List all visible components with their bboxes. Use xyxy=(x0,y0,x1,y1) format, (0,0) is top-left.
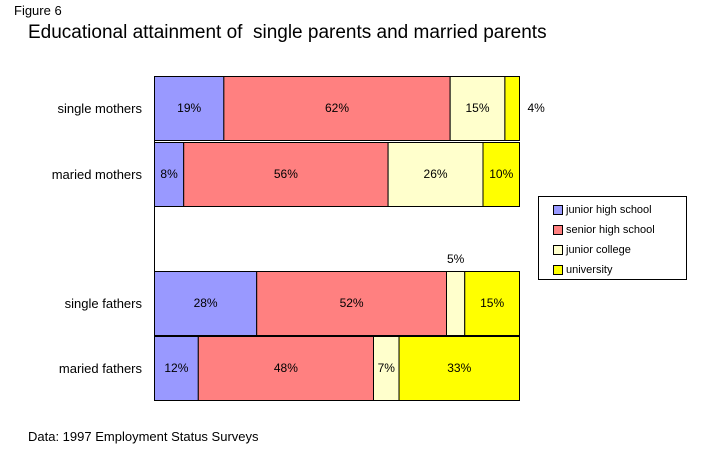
data-label: 4% xyxy=(528,101,546,115)
chart-title: Educational attainment of single parents… xyxy=(28,22,547,43)
data-label: 28% xyxy=(194,296,218,310)
bar-segment xyxy=(449,76,506,141)
data-label: 19% xyxy=(177,101,201,115)
data-label: 52% xyxy=(340,296,364,310)
bar-segment xyxy=(154,336,199,401)
figure-label: Figure 6 xyxy=(14,3,62,18)
category-label: maried mothers xyxy=(52,167,143,182)
bar-segment xyxy=(398,336,520,401)
category-label: single fathers xyxy=(65,296,143,311)
legend-swatch-university xyxy=(553,265,563,275)
legend-entry: junior high school xyxy=(539,200,686,220)
data-label: 7% xyxy=(378,361,396,375)
legend-entry: junior college xyxy=(539,240,686,260)
bar-segment xyxy=(387,142,484,207)
data-label: 48% xyxy=(274,361,298,375)
data-label: 15% xyxy=(480,296,504,310)
data-label: 15% xyxy=(466,101,490,115)
legend-swatch-junior-high-school xyxy=(553,205,563,215)
legend-swatch-senior-high-school xyxy=(553,225,563,235)
category-label: maried fathers xyxy=(59,361,143,376)
legend-swatch-junior-college xyxy=(553,245,563,255)
data-label: 12% xyxy=(164,361,188,375)
legend-entry: university xyxy=(539,260,686,280)
bar-segment xyxy=(464,271,520,336)
bar-segment xyxy=(154,271,258,336)
legend-entry: senior high school xyxy=(539,220,686,240)
data-label: 10% xyxy=(489,167,513,181)
legend: junior high school senior high school ju… xyxy=(538,196,687,280)
data-label: 5% xyxy=(447,252,465,266)
legend-label: junior college xyxy=(566,244,631,256)
data-label: 33% xyxy=(447,361,471,375)
bar-segment xyxy=(373,336,400,401)
source-note: Data: 1997 Employment Status Surveys xyxy=(28,429,259,444)
category-label: single mothers xyxy=(57,101,142,116)
bar-segment xyxy=(482,142,520,207)
legend-label: university xyxy=(566,264,613,276)
data-label: 62% xyxy=(325,101,349,115)
data-label: 8% xyxy=(160,167,178,181)
legend-label: senior high school xyxy=(566,224,655,236)
bar-segment xyxy=(446,271,466,336)
bar-segment xyxy=(154,142,185,207)
data-label: 56% xyxy=(274,167,298,181)
legend-label: junior high school xyxy=(566,204,652,216)
bar-segment xyxy=(197,336,374,401)
bar-segment xyxy=(504,76,520,141)
data-label: 26% xyxy=(424,167,448,181)
